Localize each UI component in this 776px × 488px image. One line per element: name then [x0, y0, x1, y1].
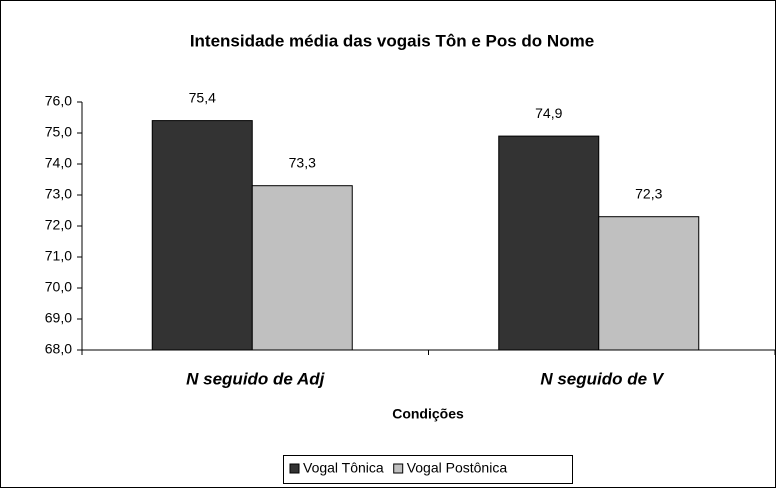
y-tick-label: 69,0 — [45, 310, 72, 326]
legend-box — [283, 455, 573, 484]
y-tick-label: 71,0 — [45, 248, 72, 264]
y-tick-label: 68,0 — [45, 341, 72, 357]
legend-label: Vogal Postônica — [407, 460, 508, 476]
y-tick-label: 75,0 — [45, 124, 72, 140]
bar — [598, 216, 700, 351]
y-tick-label: 74,0 — [45, 155, 72, 171]
legend-swatch — [289, 463, 300, 474]
value-label: 74,9 — [535, 105, 562, 121]
bar — [151, 120, 253, 351]
y-tick-label: 73,0 — [45, 186, 72, 202]
legend-swatch — [393, 463, 404, 474]
x-tick-label: N seguido de V — [540, 369, 664, 388]
bar — [498, 135, 600, 351]
y-tick-label: 76,0 — [45, 93, 72, 109]
x-axis-label: Condições — [392, 406, 464, 422]
value-label: 72,3 — [635, 185, 662, 201]
y-tick-label: 72,0 — [45, 217, 72, 233]
y-tick-label: 70,0 — [45, 279, 72, 295]
chart-title: Intensidade média das vogais Tôn e Pos d… — [190, 31, 594, 50]
legend-label: Vogal Tônica — [303, 460, 384, 476]
value-label: 73,3 — [289, 154, 316, 170]
bar — [251, 185, 353, 351]
x-tick-label: N seguido de Adj — [186, 369, 325, 388]
value-label: 75,4 — [189, 89, 216, 105]
